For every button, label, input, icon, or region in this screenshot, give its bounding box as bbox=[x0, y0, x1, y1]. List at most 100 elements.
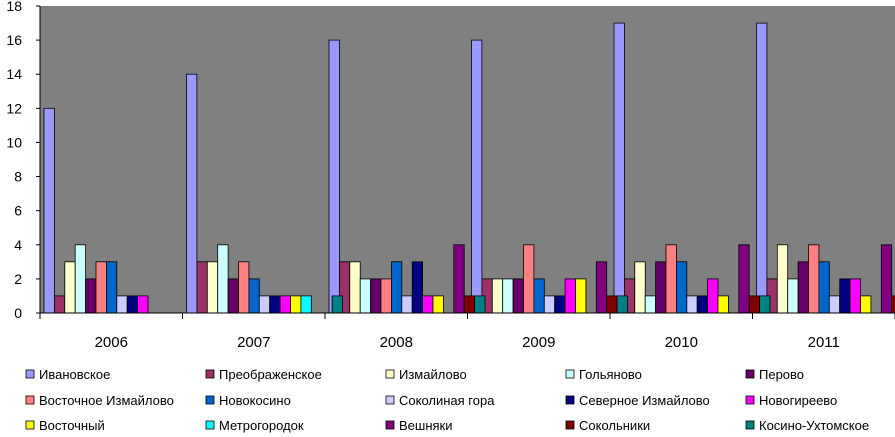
bar-11-1 bbox=[300, 295, 312, 314]
bar-3-4 bbox=[644, 295, 657, 314]
bar-12-3 bbox=[595, 261, 608, 314]
bar-5-5 bbox=[808, 244, 820, 314]
legend-label-14: Косино-Ухтомское bbox=[759, 418, 869, 433]
bar-12-2 bbox=[453, 244, 465, 314]
bar-8-1 bbox=[269, 295, 281, 314]
bar-2-0 bbox=[64, 261, 76, 314]
legend-swatch-0 bbox=[25, 369, 35, 379]
y-tick-label-0: 0 bbox=[14, 305, 22, 321]
category-label-5: 2011 bbox=[808, 334, 840, 351]
legend-label-4: Перово bbox=[759, 367, 804, 382]
legend-swatch-13 bbox=[565, 420, 575, 430]
bar-2-4 bbox=[634, 261, 646, 314]
bar-4-5 bbox=[797, 261, 809, 314]
bar-7-4 bbox=[686, 295, 698, 314]
bar-2-2 bbox=[349, 261, 361, 314]
legend-label-7: Соколиная гора bbox=[399, 393, 495, 408]
legend-swatch-2 bbox=[385, 369, 395, 379]
bar-7-5 bbox=[828, 295, 841, 314]
category-label-3: 2009 bbox=[522, 334, 555, 351]
bar-5-3 bbox=[523, 244, 535, 314]
bar-5-1 bbox=[238, 261, 250, 314]
y-tick-label-9: 18 bbox=[6, 0, 22, 14]
bar-7-2 bbox=[401, 295, 413, 314]
bar-6-2 bbox=[390, 261, 403, 314]
bar-3-0 bbox=[74, 244, 86, 314]
bars-group bbox=[43, 22, 895, 314]
legend: Ивановское Преображенское Измайлово Гольяно… bbox=[25, 367, 869, 433]
legend-swatch-8 bbox=[565, 395, 575, 405]
bar-2-3 bbox=[491, 278, 504, 314]
bar-9-1 bbox=[279, 295, 291, 314]
bar-3-5 bbox=[787, 278, 799, 314]
legend-label-9: Новогиреево bbox=[759, 393, 837, 408]
bar-8-3 bbox=[554, 295, 566, 314]
legend-label-8: Северное Измайлово bbox=[579, 393, 710, 408]
y-tick-label-8: 16 bbox=[6, 32, 22, 48]
bar-3-3 bbox=[502, 278, 514, 314]
plot-area bbox=[40, 6, 895, 313]
bar-3-2 bbox=[359, 278, 372, 314]
bar-4-0 bbox=[85, 278, 97, 314]
bar-7-0 bbox=[116, 295, 128, 314]
legend-label-1: Преображенское bbox=[219, 367, 322, 382]
y-tick-label-4: 8 bbox=[14, 169, 22, 185]
bar-6-1 bbox=[248, 278, 260, 314]
legend-label-2: Измайлово bbox=[399, 367, 467, 382]
bar-8-0 bbox=[126, 295, 138, 314]
bar-8-2 bbox=[411, 261, 424, 314]
legend-swatch-3 bbox=[565, 369, 575, 379]
bar-6-0 bbox=[106, 261, 118, 314]
bar-0-4 bbox=[613, 22, 625, 314]
legend-swatch-6 bbox=[205, 395, 215, 405]
bar-0-5 bbox=[756, 22, 768, 314]
bar-0-2 bbox=[328, 39, 340, 314]
y-tick-label-2: 4 bbox=[14, 237, 22, 253]
bar-12-5 bbox=[880, 244, 893, 314]
bar-9-4 bbox=[707, 278, 719, 314]
bar-4-1 bbox=[227, 278, 239, 314]
bar-6-4 bbox=[676, 261, 688, 314]
bar-12-4 bbox=[738, 244, 750, 314]
bar-4-2 bbox=[370, 278, 382, 314]
legend-label-12: Вешняки bbox=[399, 418, 453, 433]
bar-14-3 bbox=[616, 295, 628, 314]
bar-13-4 bbox=[748, 295, 761, 314]
legend-swatch-12 bbox=[385, 420, 395, 430]
legend-label-11: Метрогородок bbox=[219, 418, 304, 433]
axes-group: 0 2 4 6 8 10 12 14 16 18 2006 2007 2008 2009 2010 2011 bbox=[6, 0, 895, 351]
bar-6-3 bbox=[533, 278, 545, 314]
bar-9-5 bbox=[849, 278, 861, 314]
legend-swatch-1 bbox=[205, 369, 215, 379]
bar-10-2 bbox=[432, 295, 444, 314]
legend-swatch-11 bbox=[205, 420, 215, 430]
bar-5-4 bbox=[665, 244, 677, 314]
bar-8-5 bbox=[839, 278, 851, 314]
y-tick-label-7: 14 bbox=[6, 66, 22, 82]
legend-swatch-9 bbox=[745, 395, 755, 405]
bar-10-5 bbox=[860, 295, 872, 314]
bar-14-1 bbox=[331, 295, 343, 314]
legend-swatch-7 bbox=[385, 395, 395, 405]
bar-10-4 bbox=[717, 295, 729, 314]
bar-1-0 bbox=[54, 295, 66, 314]
legend-swatch-14 bbox=[745, 420, 755, 430]
bar-9-3 bbox=[564, 278, 576, 314]
y-tick-label-3: 6 bbox=[14, 203, 22, 219]
bar-0-1 bbox=[186, 73, 198, 314]
bar-10-1 bbox=[290, 295, 302, 314]
legend-label-3: Гольяново bbox=[579, 367, 642, 382]
bar-9-0 bbox=[137, 295, 149, 314]
bar-2-5 bbox=[776, 244, 789, 314]
bar-5-0 bbox=[95, 261, 107, 314]
bar-0-0 bbox=[43, 107, 55, 314]
category-label-4: 2010 bbox=[665, 334, 698, 351]
bar-6-5 bbox=[818, 261, 830, 314]
legend-label-10: Восточный bbox=[39, 418, 105, 433]
bar-14-2 bbox=[474, 295, 486, 314]
bar-9-2 bbox=[422, 295, 434, 314]
bar-3-1 bbox=[217, 244, 229, 314]
bar-7-3 bbox=[543, 295, 556, 314]
y-tick-label-1: 2 bbox=[14, 271, 22, 287]
